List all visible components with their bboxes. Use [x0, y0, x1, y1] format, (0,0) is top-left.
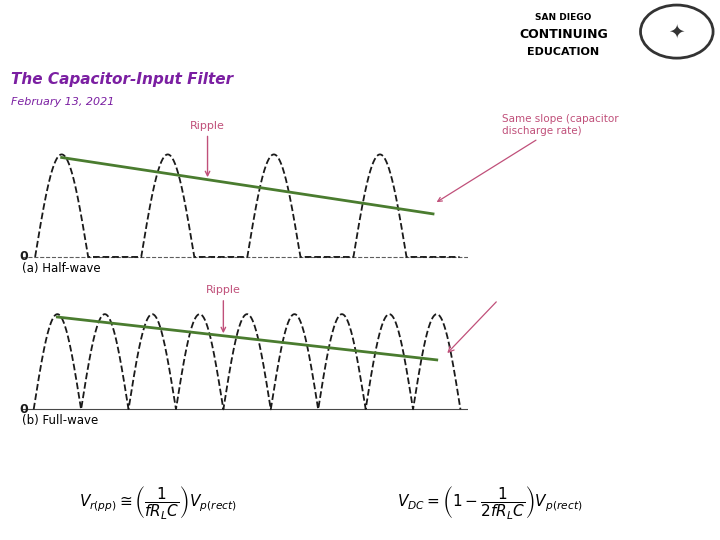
Text: Same slope (capacitor
discharge rate): Same slope (capacitor discharge rate)	[438, 114, 618, 201]
Text: $V_{r(pp)} \cong \left(\dfrac{1}{fR_LC}\right)V_{p(rect)}$: $V_{r(pp)} \cong \left(\dfrac{1}{fR_LC}\…	[79, 484, 238, 521]
Text: EDUCATION: EDUCATION	[527, 47, 600, 57]
Text: The Capacitor-Input Filter: The Capacitor-Input Filter	[11, 72, 233, 87]
Text: Ripple: Ripple	[206, 285, 240, 332]
Text: February 13, 2021: February 13, 2021	[11, 97, 114, 106]
Text: ✦: ✦	[669, 22, 685, 41]
Text: Ripple: Ripple	[190, 121, 225, 176]
Text: SAN DIEGO: SAN DIEGO	[535, 13, 592, 22]
Text: (b) Full-wave: (b) Full-wave	[22, 414, 98, 427]
Text: Electronic Technician Certification Program: Electronic Technician Certification Prog…	[11, 33, 382, 49]
Text: 0: 0	[19, 403, 27, 416]
Text: $V_{DC} = \left(1 - \dfrac{1}{2fR_LC}\right)V_{p(rect)}$: $V_{DC} = \left(1 - \dfrac{1}{2fR_LC}\ri…	[397, 484, 582, 521]
Text: CONTINUING: CONTINUING	[519, 28, 608, 41]
Text: 0: 0	[19, 251, 28, 264]
Text: (a) Half-wave: (a) Half-wave	[22, 262, 100, 275]
